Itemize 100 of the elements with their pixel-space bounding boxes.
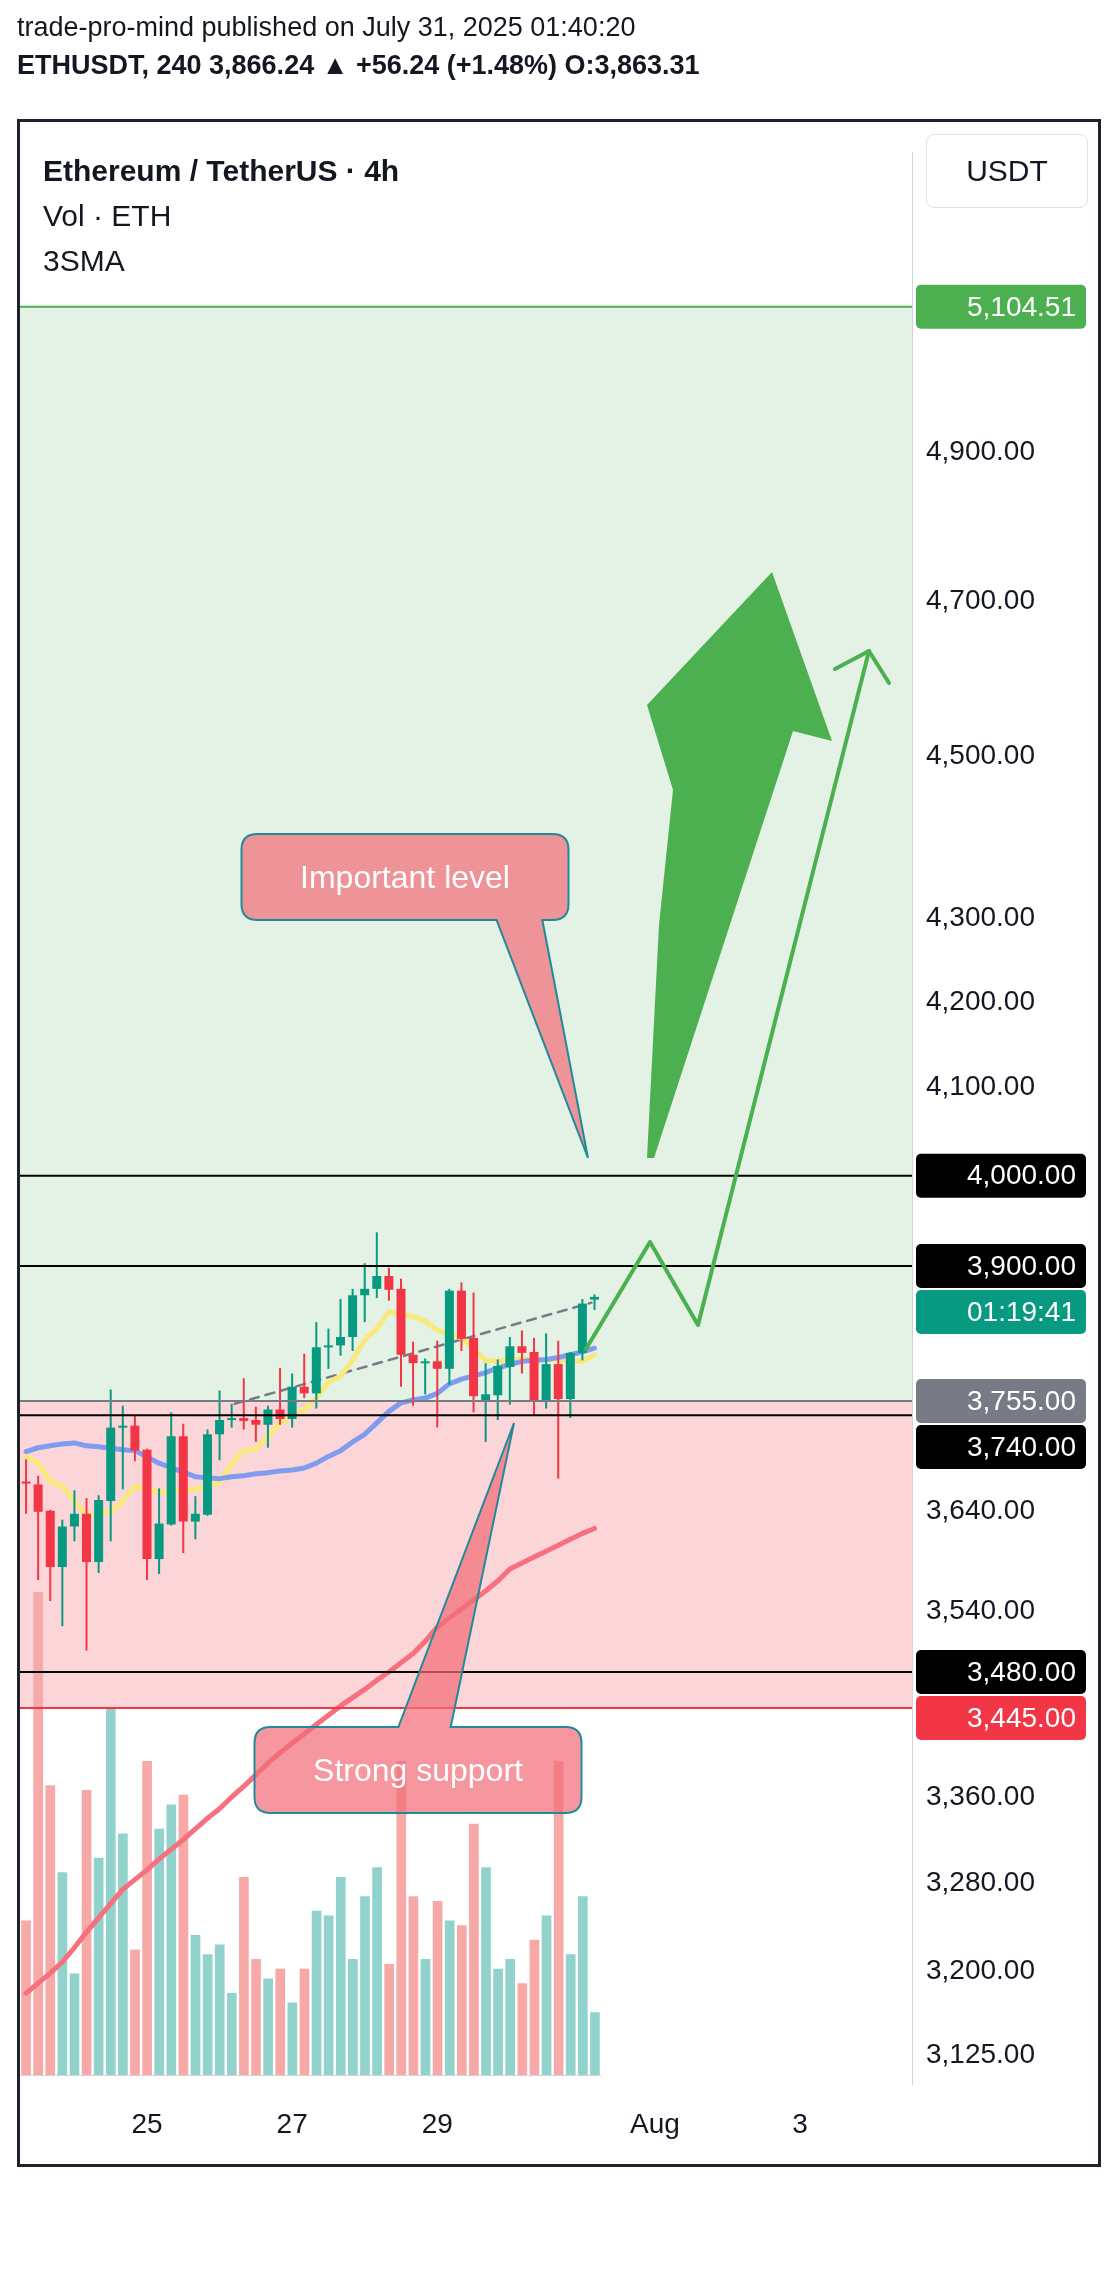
y-tick-label: 4,200.00 xyxy=(926,984,1035,1016)
bar xyxy=(275,1968,286,2075)
bar xyxy=(590,2012,600,2075)
bar xyxy=(456,1925,467,2075)
candlestick xyxy=(481,1362,491,1443)
candlestick xyxy=(336,1297,346,1357)
y-tick-label: 3,125.00 xyxy=(926,2038,1035,2070)
bar xyxy=(178,1794,189,2075)
bar xyxy=(299,1968,310,2075)
candlestick xyxy=(299,1352,309,1400)
speech-bubble: Important level xyxy=(240,833,589,1159)
bar xyxy=(45,1785,56,2075)
bar xyxy=(335,1876,346,2075)
bar xyxy=(505,1959,516,2075)
annotation: Vol · ETH xyxy=(43,198,173,234)
bar xyxy=(529,1939,540,2075)
candlestick xyxy=(263,1404,273,1449)
bar xyxy=(190,1934,201,2075)
candlestick xyxy=(420,1357,430,1396)
chart-title: trade-pro-mind published on July 31, 2025 01:40:20 xyxy=(17,12,636,43)
y-tick-label: 3,200.00 xyxy=(926,1953,1035,1985)
bar xyxy=(420,1959,431,2075)
bar xyxy=(93,1857,104,2075)
bar xyxy=(323,1915,334,2075)
bar xyxy=(118,1833,128,2075)
bar xyxy=(384,1963,395,2075)
bar xyxy=(287,2002,298,2075)
x-tick-label: 3 xyxy=(792,2107,808,2139)
candlestick xyxy=(190,1495,200,1541)
bar xyxy=(541,1915,552,2075)
bar xyxy=(69,1973,80,2075)
candlestick xyxy=(372,1231,382,1300)
candlestick xyxy=(323,1327,333,1370)
candlestick xyxy=(118,1404,128,1491)
ref-line-label: 3,755.00 xyxy=(967,1384,1076,1416)
bar xyxy=(493,1968,503,2075)
bar xyxy=(372,1867,382,2075)
bar xyxy=(142,1761,152,2075)
chart-subtitle: ETHUSDT, 240 3,866.24 ▲ +56.24 (+1.48%) O:3,863.31 xyxy=(17,50,700,81)
bar xyxy=(432,1901,443,2075)
bar xyxy=(226,1992,237,2075)
bar xyxy=(57,1872,68,2075)
y-tick-label: 3,540.00 xyxy=(926,1593,1035,1625)
bar xyxy=(565,1954,576,2075)
bar xyxy=(166,1804,177,2075)
bar xyxy=(239,1876,249,2075)
candlestick xyxy=(517,1329,527,1375)
bar xyxy=(311,1910,322,2075)
y-tick-label: 3,640.00 xyxy=(926,1494,1035,1526)
ref-line-label: 3,900.00 xyxy=(967,1249,1076,1281)
x-tick-label: 29 xyxy=(421,2107,453,2139)
annotation: Ethereum / TetherUS · 4h xyxy=(43,153,400,189)
x-tick-label: Aug xyxy=(630,2107,680,2139)
candlestick xyxy=(384,1266,394,1302)
annotation: Strong support xyxy=(313,1752,524,1788)
candlestick xyxy=(251,1405,261,1443)
bar xyxy=(214,1944,225,2075)
bar xyxy=(251,1959,261,2075)
candlestick xyxy=(239,1377,249,1431)
ref-line-label: 5,104.51 xyxy=(967,290,1076,322)
bar xyxy=(33,1592,43,2075)
candlestick xyxy=(21,1458,31,1515)
bar xyxy=(481,1867,491,2075)
y-tick-label: 4,700.00 xyxy=(926,583,1035,615)
bar xyxy=(517,1983,528,2075)
candlestick xyxy=(432,1339,442,1429)
bar xyxy=(348,1959,358,2075)
bar xyxy=(469,1823,479,2075)
ref-line-label: 3,480.00 xyxy=(967,1655,1076,1687)
x-tick-label: 25 xyxy=(131,2107,163,2139)
bar xyxy=(578,1896,588,2075)
bar xyxy=(105,1707,116,2075)
text: 01:19:41 xyxy=(967,1295,1076,1327)
bar xyxy=(130,1949,140,2075)
y-tick-label: 3,360.00 xyxy=(926,1779,1035,1811)
candlestick xyxy=(227,1402,237,1429)
y-tick-label: 4,900.00 xyxy=(926,435,1035,467)
y-tick-label: 4,500.00 xyxy=(926,738,1035,770)
candlestick xyxy=(505,1335,515,1406)
bar xyxy=(444,1920,455,2075)
speech-bubble: Strong support xyxy=(253,1422,583,1814)
ref-line-label: 3,445.00 xyxy=(967,1701,1076,1733)
y-tick-label: 3,280.00 xyxy=(926,1865,1035,1897)
annotation: Important level xyxy=(300,859,510,895)
candlestick xyxy=(215,1389,225,1462)
bar xyxy=(21,1920,31,2075)
candlestick xyxy=(408,1340,418,1407)
bar xyxy=(263,1978,273,2075)
y-tick-label: 4,100.00 xyxy=(926,1070,1035,1102)
candlestick xyxy=(69,1489,79,1543)
bar xyxy=(81,1790,92,2075)
bar xyxy=(202,1954,213,2075)
bar xyxy=(408,1896,419,2075)
ref-line-label: 4,000.00 xyxy=(967,1159,1076,1191)
bar xyxy=(360,1896,370,2075)
ref-line-label: 3,740.00 xyxy=(967,1430,1076,1462)
annotation: 3SMA xyxy=(43,243,126,279)
unit-button: USDT xyxy=(926,134,1088,208)
bar xyxy=(154,1828,165,2075)
candlestick xyxy=(360,1262,370,1324)
